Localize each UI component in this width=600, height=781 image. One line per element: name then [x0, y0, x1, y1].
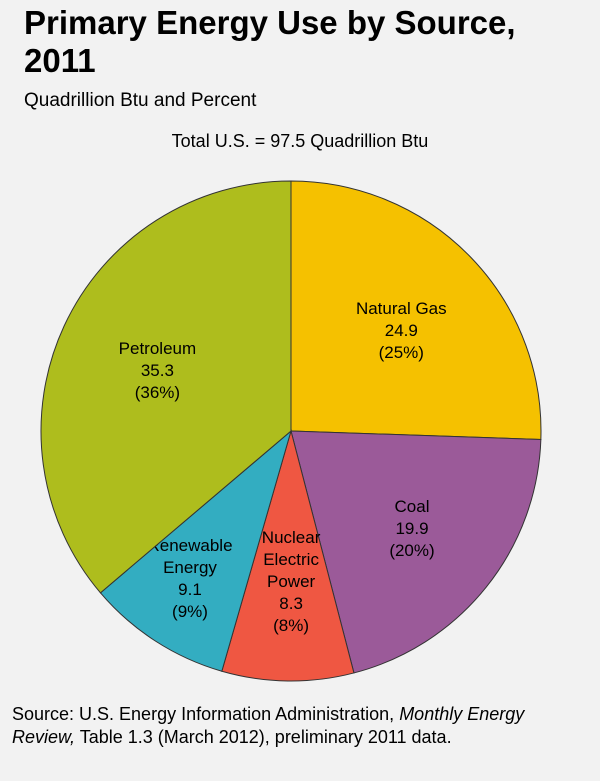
pie-slice-petroleum [40, 180, 292, 594]
total-note: Total U.S. = 97.5 Quadrillion Btu [171, 131, 429, 151]
source-suffix: Table 1.3 (March 2012), preliminary 2011… [75, 727, 452, 747]
slice-label-nuclear-electric-power: Nuclear Electric Power 8.3 (8%) [262, 528, 321, 635]
slice-label-petroleum: Petroleum 35.3 (36%) [119, 339, 196, 402]
chart-subtitle: Quadrillion Btu and Percent [24, 90, 257, 111]
slice-label-renewable-energy: Renewable Energy 9.1 (9%) [147, 536, 232, 621]
slice-label-coal: Coal 19.9 (20%) [389, 497, 434, 560]
chart-title: Primary Energy Use by Source, 2011 [24, 4, 516, 79]
pie-slice-coal [290, 430, 542, 674]
pie-slice-natural gas [290, 180, 542, 440]
source-note: Source: U.S. Energy Information Administ… [12, 703, 582, 749]
pie-slice-renewable-energy [99, 429, 292, 672]
source-publication: Monthly Energy Review, [12, 704, 525, 747]
slice-label-natural gas: Natural Gas 24.9 (25%) [356, 299, 447, 362]
pie-slice-nuclear-electric-power [221, 429, 355, 682]
source-prefix: Source: U.S. Energy Information Administ… [12, 704, 400, 724]
